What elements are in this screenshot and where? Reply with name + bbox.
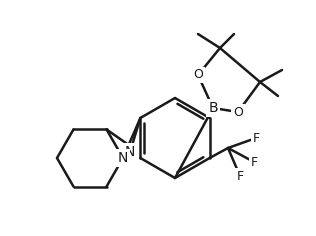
Text: B: B [208,101,218,115]
Text: F: F [251,156,258,169]
Text: F: F [252,131,259,144]
Text: O: O [193,68,203,81]
Text: F: F [236,169,244,182]
Text: N: N [125,145,135,159]
Text: N: N [118,151,128,165]
Text: O: O [233,105,243,118]
